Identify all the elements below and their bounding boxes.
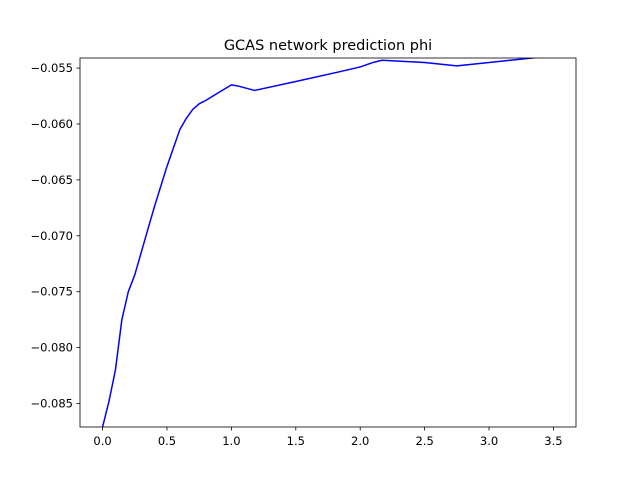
series-line-0	[101, 58, 540, 427]
y-tick-label-6: −0.055	[30, 61, 73, 75]
y-tick-label-0: −0.085	[30, 397, 73, 411]
y-tick-label-4: −0.065	[30, 173, 73, 187]
x-tick-label-0: 0.0	[93, 434, 111, 448]
y-tick-label-5: −0.060	[30, 117, 73, 131]
plot-area: 0.0 0.5 1.0 1.5 2.0 2.5 3.0 3.5 −0.085 −0.080 −0.0…	[30, 57, 577, 448]
y-tick-label-3: −0.070	[30, 229, 73, 243]
y-tick-label-1: −0.080	[30, 341, 73, 355]
x-tick-label-5: 2.5	[415, 434, 433, 448]
y-tick-label-2: −0.075	[30, 285, 73, 299]
axes-frame	[79, 57, 577, 428]
x-tick-label-3: 1.5	[287, 434, 305, 448]
x-tick-label-7: 3.5	[544, 434, 562, 448]
x-tick-label-1: 0.5	[158, 434, 176, 448]
x-tick-label-6: 3.0	[480, 434, 498, 448]
x-tick-label-2: 1.0	[222, 434, 240, 448]
chart-title: GCAS network prediction phi	[224, 38, 432, 54]
x-tick-label-4: 2.0	[351, 434, 369, 448]
